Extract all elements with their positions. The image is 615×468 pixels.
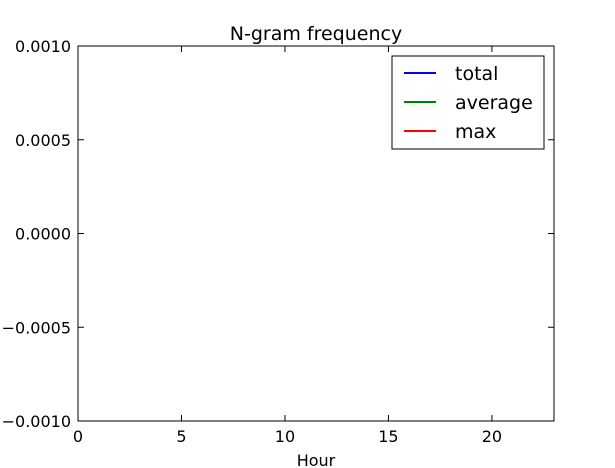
y-tick-label: 0.0010: [15, 37, 71, 56]
y-axis: −0.0010 −0.0005 0.0000 0.0005 0.0010: [2, 37, 554, 431]
x-tick-label: 0: [73, 427, 83, 446]
x-tick-label: 10: [275, 427, 295, 446]
y-tick-label: −0.0005: [2, 318, 71, 337]
x-axis-label: Hour: [297, 451, 336, 468]
legend-label-average: average: [455, 92, 533, 114]
y-tick-label: 0.0005: [15, 131, 71, 150]
chart-title: N-gram frequency: [230, 23, 402, 45]
y-tick-label: −0.0010: [2, 412, 71, 431]
legend-label-total: total: [455, 63, 498, 85]
y-tick-label: 0.0000: [15, 225, 71, 244]
legend: total average max: [391, 55, 545, 150]
x-axis: 0 5 10 15 20: [73, 46, 502, 446]
x-tick-label: 20: [482, 427, 502, 446]
legend-label-max: max: [455, 121, 496, 143]
x-tick-label: 5: [176, 427, 186, 446]
x-tick-label: 15: [378, 427, 398, 446]
